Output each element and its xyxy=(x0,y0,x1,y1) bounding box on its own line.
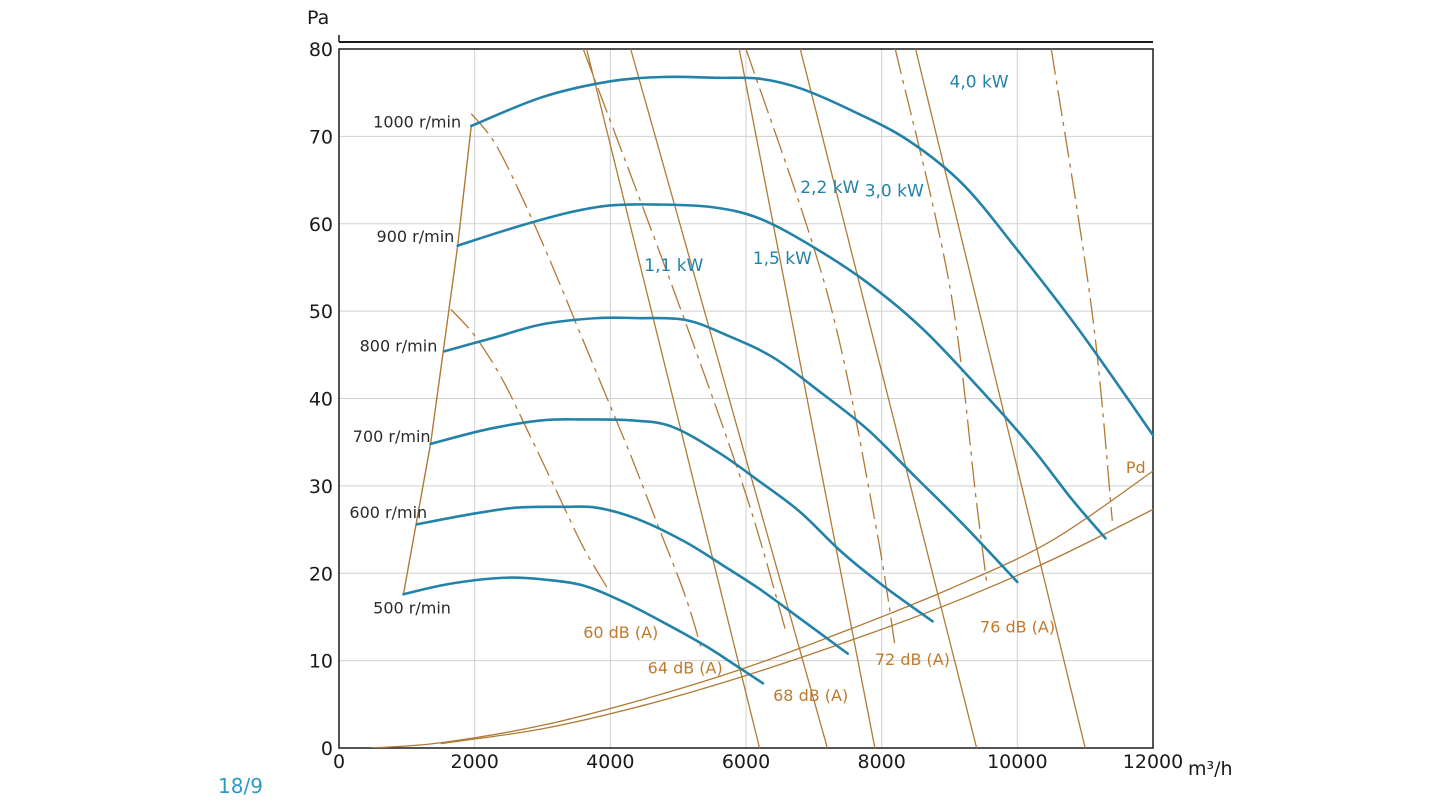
speed-label: 900 r/min xyxy=(377,227,455,246)
pd-label: Pd xyxy=(1126,458,1146,477)
power-line xyxy=(585,49,761,748)
power-label: 1,5 kW xyxy=(753,249,812,269)
grid xyxy=(338,48,1154,749)
power-label: 4,0 kW xyxy=(950,72,1009,92)
y-tick-label: 40 xyxy=(309,389,333,411)
noise-curve xyxy=(582,49,788,635)
pd-curve xyxy=(440,508,1153,745)
y-tick-label: 50 xyxy=(309,301,333,323)
overlay-lines xyxy=(371,49,1153,748)
speed-curve xyxy=(469,75,1155,437)
power-label: 3,0 kW xyxy=(865,182,924,202)
x-tick-label: 0 xyxy=(333,751,345,773)
x-tick-label: 2000 xyxy=(450,751,498,773)
noise-curve xyxy=(470,113,703,651)
annotation-labels: 4,0 kW 2,2 kW 3,0 kW 1,1 kW 1,5 kW 60 dB (A) 6… xyxy=(349,72,1145,704)
noise-curve xyxy=(745,49,896,648)
noise-label: 68 dB (A) xyxy=(773,686,848,705)
x-tick-label: 12000 xyxy=(1123,751,1183,773)
speed-label: 500 r/min xyxy=(373,598,451,617)
noise-curve xyxy=(894,49,988,584)
speed-label: 1000 r/min xyxy=(373,113,461,132)
pd-curve xyxy=(371,470,1153,748)
x-axis-label: m³/h xyxy=(1188,758,1233,780)
speed-curve xyxy=(429,418,934,623)
noise-curve xyxy=(1050,49,1113,521)
speed-curves xyxy=(402,75,1155,685)
power-label: 1,1 kW xyxy=(644,256,703,276)
speed-label: 800 r/min xyxy=(360,336,438,355)
noise-label: 72 dB (A) xyxy=(875,650,950,669)
speed-curve xyxy=(402,576,765,685)
power-line xyxy=(799,49,978,748)
y-tick-label: 10 xyxy=(309,651,333,673)
y-tick-label: 80 xyxy=(309,39,333,61)
x-tick-label: 6000 xyxy=(722,751,770,773)
speed-curve xyxy=(415,505,850,655)
speed-label: 600 r/min xyxy=(349,503,427,522)
power-line xyxy=(738,49,876,748)
power-label: 2,2 kW xyxy=(800,178,859,198)
speed-curve xyxy=(442,316,1019,584)
y-tick-label: 60 xyxy=(309,214,333,236)
y-tick-label: 20 xyxy=(309,563,333,585)
noise-label: 76 dB (A) xyxy=(980,618,1055,637)
y-tick-label: 30 xyxy=(309,476,333,498)
tick-labels: 0 2000 4000 6000 8000 10000 12000 0 10 20 30 40 50 60… xyxy=(309,39,1183,773)
y-tick-label: 70 xyxy=(309,126,333,148)
noise-label: 60 dB (A) xyxy=(583,623,658,642)
x-tick-label: 8000 xyxy=(857,751,905,773)
page-number: 18/9 xyxy=(218,774,263,798)
noise-label: 64 dB (A) xyxy=(648,659,723,678)
y-tick-label: 0 xyxy=(321,738,333,760)
power-line xyxy=(630,49,829,748)
x-tick-label: 10000 xyxy=(987,751,1047,773)
x-tick-label: 4000 xyxy=(586,751,634,773)
operating-limit-line xyxy=(402,125,472,595)
noise-curve xyxy=(450,308,608,588)
y-axis-label: Pa xyxy=(307,7,329,29)
speed-label: 700 r/min xyxy=(353,427,431,446)
speed-curve xyxy=(456,203,1107,540)
